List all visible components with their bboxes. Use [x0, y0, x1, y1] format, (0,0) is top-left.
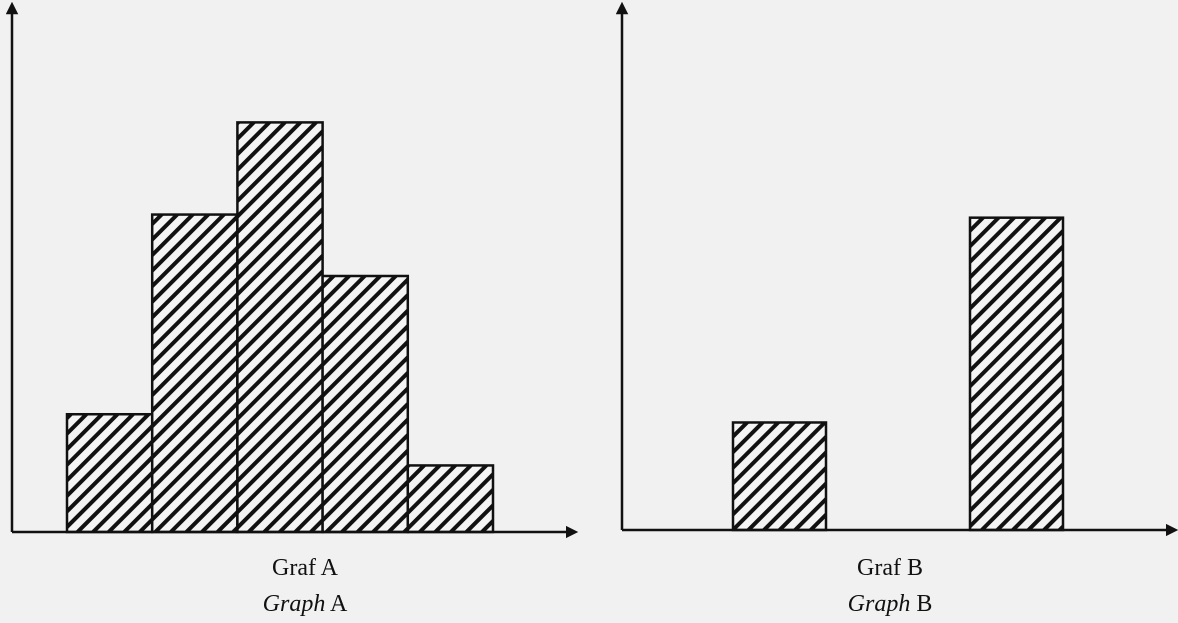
bar [323, 276, 408, 532]
graph-title: Graf A [272, 555, 339, 581]
bar [970, 218, 1063, 530]
bar [152, 215, 237, 532]
bar [67, 414, 152, 532]
bar [408, 465, 493, 532]
graph-subtitle: Graph A [263, 591, 348, 617]
bar [237, 122, 322, 532]
chart: Graf A Graph A Graf B Graph B [0, 0, 1178, 623]
page: Graf AGraph AGraf BGraph B (() => { cons… [0, 0, 1178, 623]
bar [733, 422, 826, 530]
graph-subtitle: Graph B [848, 591, 933, 617]
graph-title: Graf B [857, 555, 923, 581]
